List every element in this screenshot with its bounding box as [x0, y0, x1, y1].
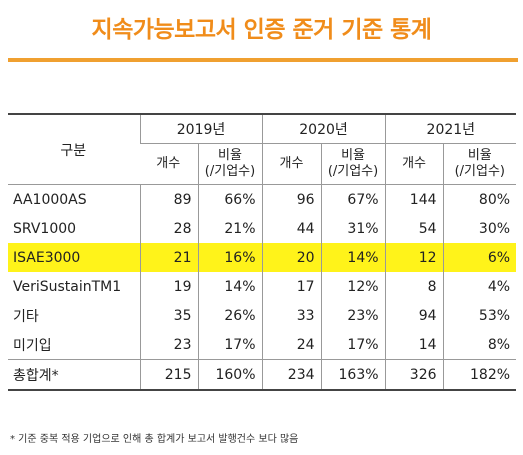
year-header-2021: 2021년	[384, 113, 517, 144]
table-cell: 80%	[442, 184, 517, 214]
table-cell: 96	[261, 184, 322, 214]
table-cell: 66%	[197, 184, 263, 214]
table-cell: 144	[384, 184, 444, 214]
ratio-header: 비율 (/기업수)	[442, 143, 517, 185]
table-cell: 28	[139, 214, 198, 243]
table-cell: 67%	[320, 184, 386, 214]
table-cell: 23%	[320, 301, 386, 330]
table-cell: 326	[384, 359, 444, 391]
table-cell: 17%	[197, 330, 263, 360]
table-cell: 17	[261, 272, 322, 301]
table-cell: 19	[139, 272, 198, 301]
table-cell: 8	[384, 272, 444, 301]
row-label: 미기입	[13, 337, 52, 354]
year-header-2020: 2020년	[261, 113, 386, 144]
table-cell: 182%	[442, 359, 517, 391]
table-cell: 160%	[197, 359, 263, 391]
table-cell: 4%	[442, 272, 517, 301]
table-cell: 14%	[197, 272, 263, 301]
table-cell: 16%	[197, 243, 263, 272]
table-cell: 24	[261, 330, 322, 360]
count-header: 개수	[384, 143, 444, 185]
certification-stats-table: 구분 2019년 2020년 2021년 개수 비율 (/기업수) 개수 비율 (/…	[8, 113, 517, 391]
table-cell: 26%	[197, 301, 263, 330]
corner-label: 구분	[8, 113, 140, 185]
table-row: VeriSustainTM1 19 14% 17 12% 8 4%	[8, 272, 517, 301]
total-row: 총합계* 215 160% 234 163% 326 182%	[8, 359, 517, 391]
table-row: 기타 35 26% 33 23% 94 53%	[8, 301, 517, 330]
table-cell: 6%	[442, 243, 517, 272]
table-cell: 33	[261, 301, 322, 330]
table-cell: 12	[384, 243, 444, 272]
table-cell: 8%	[442, 330, 517, 360]
footnote: * 기준 중복 적용 기업으로 인해 총 합계가 보고서 발행건수 보다 많음	[10, 434, 299, 445]
table-cell: 31%	[320, 214, 386, 243]
table-cell: 94	[384, 301, 444, 330]
row-label: ISAE3000	[8, 243, 140, 272]
count-header: 개수	[140, 143, 198, 185]
row-label: 총합계*	[8, 359, 140, 391]
table-cell: 21%	[197, 214, 263, 243]
table-cell: 17%	[320, 330, 386, 360]
row-label: SRV1000	[13, 220, 77, 237]
table-cell: 14%	[320, 243, 386, 272]
table-row: ISAE3000 21 16% 20 14% 12 6%	[8, 243, 517, 272]
table-cell: 215	[139, 359, 198, 391]
table-cell: 44	[261, 214, 322, 243]
table-cell: 30%	[442, 214, 517, 243]
table-row: SRV1000 28 21% 44 31% 54 30%	[8, 214, 517, 243]
table-cell: 12%	[320, 272, 386, 301]
table-body: AA1000AS 89 66% 96 67% 144 80% SRV1000 28 21% 44 31…	[8, 184, 517, 360]
ratio-header: 비율 (/기업수)	[320, 143, 386, 185]
table-cell: 23	[139, 330, 198, 360]
page-title: 지속가능보고서 인증 준거 기준 통계	[91, 17, 432, 43]
title-underline	[8, 58, 518, 62]
table-cell: 14	[384, 330, 444, 360]
table-row: AA1000AS 89 66% 96 67% 144 80%	[8, 184, 517, 214]
row-label: 기타	[13, 308, 39, 325]
table-cell: 20	[261, 243, 322, 272]
ratio-header: 비율 (/기업수)	[197, 143, 263, 185]
table-cell: 35	[139, 301, 198, 330]
table-cell: 21	[139, 243, 198, 272]
row-label: AA1000AS	[13, 191, 87, 208]
table-row: 미기입 23 17% 24 17% 14 8%	[8, 330, 517, 360]
year-header-2019: 2019년	[139, 113, 263, 144]
header-row-years: 구분 2019년 2020년 2021년	[8, 113, 517, 185]
table-cell: 163%	[320, 359, 386, 391]
table-cell: 234	[261, 359, 322, 391]
header-row-subheaders: 개수 비율 (/기업수) 개수 비율 (/기업수) 개수 비율 (/기업수)	[8, 143, 517, 185]
table-cell: 54	[384, 214, 444, 243]
table-cell: 89	[139, 184, 198, 214]
table-cell: 53%	[442, 301, 517, 330]
row-label: VeriSustainTM1	[13, 278, 122, 295]
count-header: 개수	[261, 143, 322, 185]
